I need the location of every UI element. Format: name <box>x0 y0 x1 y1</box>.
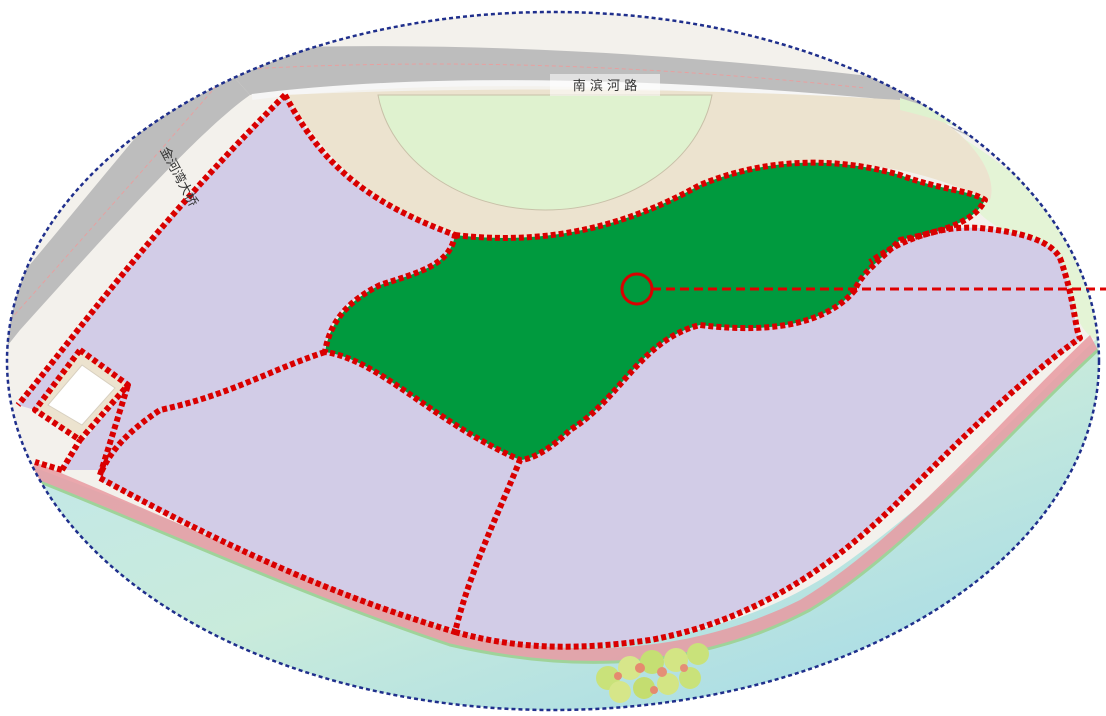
boundary-southeast-plot <box>454 224 1083 650</box>
river-embankment <box>30 335 1098 663</box>
road-label-background <box>550 74 660 96</box>
river-water <box>7 330 1099 710</box>
tree-cluster-icon <box>596 643 709 703</box>
parcel-boundaries <box>15 92 1083 650</box>
road-centerline-diagonal <box>9 69 231 321</box>
boundary-green-plot <box>322 159 988 463</box>
embankment-edge <box>29 348 1099 664</box>
site-boundary-ellipse <box>5 10 1101 712</box>
jinhewan-bridge-road <box>7 50 250 355</box>
road-centerline <box>229 63 866 89</box>
road-label-south-binhe: 南 滨 河 路 <box>573 78 637 94</box>
circular-lawn <box>377 94 713 211</box>
south-binhe-road <box>210 46 1099 230</box>
plot-northwest <box>18 95 455 470</box>
east-lawn-arc <box>900 98 1000 150</box>
highlighted-green-plot[interactable] <box>325 162 985 460</box>
boundary-northwest-plot <box>15 92 457 477</box>
boundary-pavilion <box>32 347 131 476</box>
boundary-southwest-plot <box>98 458 523 635</box>
plot-southeast <box>455 227 1080 647</box>
plot-southwest <box>100 352 520 630</box>
pavilion-roof <box>47 364 116 426</box>
